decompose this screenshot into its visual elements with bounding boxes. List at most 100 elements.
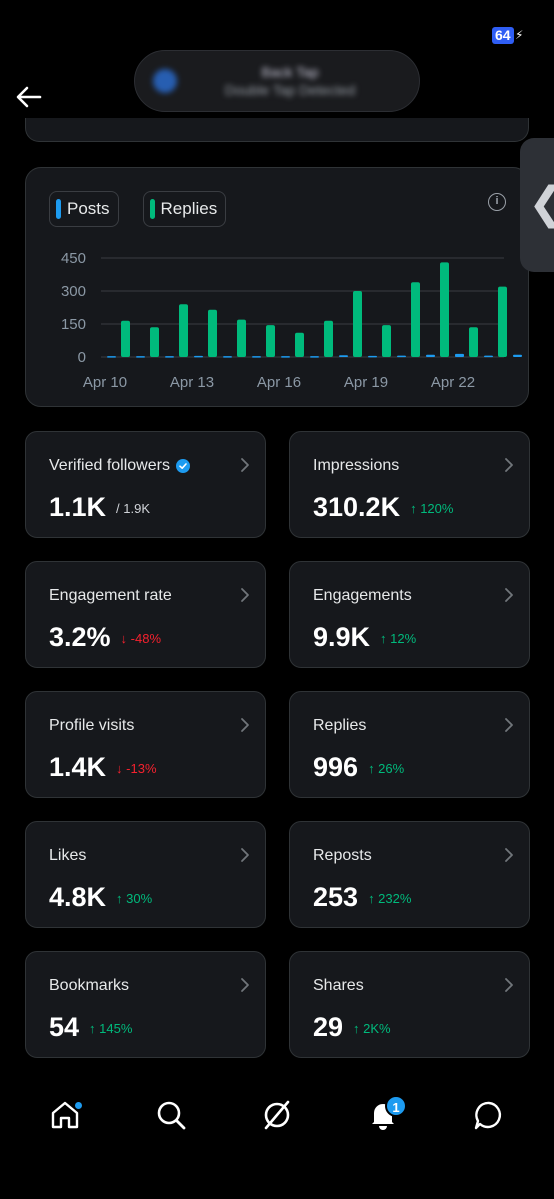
bar-replies[interactable] xyxy=(498,286,507,357)
stat-card-reposts[interactable]: Reposts 253 ↑ 232% xyxy=(289,821,530,928)
chevron-right-icon xyxy=(241,978,249,992)
stat-card-replies[interactable]: Replies 996 ↑ 26% xyxy=(289,691,530,798)
bar-replies[interactable] xyxy=(469,327,478,357)
nav-grok[interactable] xyxy=(255,1093,299,1137)
bar-posts[interactable] xyxy=(339,355,348,357)
stat-card-shares[interactable]: Shares 29 ↑ 2K% xyxy=(289,951,530,1058)
bar-replies[interactable] xyxy=(353,291,362,357)
bar-posts[interactable] xyxy=(310,356,319,358)
stat-value: 3.2% ↓ -48% xyxy=(49,622,161,653)
bar-posts[interactable] xyxy=(223,356,232,358)
stat-value-text: 1.1K xyxy=(49,492,107,522)
stat-label: Engagement rate xyxy=(49,587,172,605)
bar-posts[interactable] xyxy=(165,356,174,358)
grok-icon xyxy=(264,1100,290,1130)
home-unread-dot xyxy=(74,1101,83,1110)
stat-change: ↑ 2K% xyxy=(353,1021,391,1036)
bar-posts[interactable] xyxy=(513,354,522,357)
bar-replies[interactable] xyxy=(266,325,275,357)
bar-replies[interactable] xyxy=(237,319,246,357)
chevron-right-icon xyxy=(505,978,513,992)
stat-label-text: Reposts xyxy=(313,847,372,864)
stat-label: Reposts xyxy=(313,847,372,865)
app-icon xyxy=(153,69,177,93)
stat-card-likes[interactable]: Likes 4.8K ↑ 30% xyxy=(25,821,266,928)
y-tick-label: 150 xyxy=(61,316,86,333)
y-tick-label: 0 xyxy=(78,349,86,366)
legend-posts-label: Posts xyxy=(67,199,110,218)
bar-posts[interactable] xyxy=(252,356,261,358)
stat-value-text: 4.8K xyxy=(49,882,107,912)
bar-replies[interactable] xyxy=(382,325,391,357)
bar-replies[interactable] xyxy=(150,327,159,357)
bar-replies[interactable] xyxy=(440,262,449,357)
chevron-right-icon xyxy=(505,458,513,472)
nav-messages[interactable] xyxy=(467,1093,511,1137)
stat-change: ↑ 30% xyxy=(116,891,153,906)
bar-posts[interactable] xyxy=(368,355,377,358)
stat-change: / 1.9K xyxy=(116,501,151,516)
stat-label-text: Likes xyxy=(49,847,87,864)
legend-replies-label: Replies xyxy=(160,199,218,218)
stat-label: Shares xyxy=(313,977,364,995)
stat-label: Verified followers xyxy=(49,457,190,475)
bar-posts[interactable] xyxy=(107,356,116,358)
stat-card-verified-followers[interactable]: Verified followers 1.1K / 1.9K xyxy=(25,431,266,538)
bar-replies[interactable] xyxy=(411,282,420,357)
stat-card-impressions[interactable]: Impressions 310.2K ↑ 120% xyxy=(289,431,530,538)
stat-label: Engagements xyxy=(313,587,412,605)
stat-value-text: 9.9K xyxy=(313,622,371,652)
stat-label: Replies xyxy=(313,717,366,735)
bar-posts[interactable] xyxy=(397,355,406,358)
nav-notifications[interactable]: 1 xyxy=(361,1093,407,1137)
stat-card-bookmarks[interactable]: Bookmarks 54 ↑ 145% xyxy=(25,951,266,1058)
bar-posts[interactable] xyxy=(455,353,464,357)
x-tick-label: Apr 22 xyxy=(431,374,475,391)
stat-value: 310.2K ↑ 120% xyxy=(313,492,453,523)
chevron-right-icon xyxy=(241,588,249,602)
stat-value-text: 1.4K xyxy=(49,752,107,782)
previous-card-edge xyxy=(25,118,529,142)
stat-change: ↑ 232% xyxy=(368,891,412,906)
legend-posts[interactable]: Posts xyxy=(49,191,119,227)
bar-replies[interactable] xyxy=(208,309,217,357)
nav-search[interactable] xyxy=(149,1093,193,1137)
stat-value-text: 3.2% xyxy=(49,622,111,652)
chevron-right-icon xyxy=(505,718,513,732)
stat-value-text: 310.2K xyxy=(313,492,401,522)
replies-swatch xyxy=(149,199,155,219)
chevron-left-icon: ❮ xyxy=(528,178,554,229)
bar-posts[interactable] xyxy=(484,355,493,358)
pill-subtitle: Double Tap Detected xyxy=(224,82,356,98)
y-tick-label: 450 xyxy=(61,250,86,267)
y-tick-label: 300 xyxy=(61,283,86,300)
notification-pill[interactable]: Back Tap Double Tap Detected xyxy=(134,50,420,112)
stat-card-engagement-rate[interactable]: Engagement rate 3.2% ↓ -48% xyxy=(25,561,266,668)
bar-posts[interactable] xyxy=(136,356,145,358)
search-icon xyxy=(157,1101,186,1130)
stat-value: 253 ↑ 232% xyxy=(313,882,411,913)
bar-replies[interactable] xyxy=(295,332,304,357)
bar-replies[interactable] xyxy=(324,320,333,357)
stat-card-engagements[interactable]: Engagements 9.9K ↑ 12% xyxy=(289,561,530,668)
back-arrow-icon[interactable] xyxy=(14,82,44,112)
info-icon[interactable]: i xyxy=(488,193,506,211)
home-icon xyxy=(51,1101,79,1129)
stat-value: 1.4K ↓ -13% xyxy=(49,752,157,783)
notification-badge: 1 xyxy=(385,1095,407,1117)
legend-replies[interactable]: Replies xyxy=(142,191,227,227)
bar-posts[interactable] xyxy=(194,355,203,358)
stat-label-text: Engagement rate xyxy=(49,587,172,604)
bar-replies[interactable] xyxy=(121,320,130,357)
stat-card-profile-visits[interactable]: Profile visits 1.4K ↓ -13% xyxy=(25,691,266,798)
nav-home[interactable] xyxy=(43,1093,87,1137)
pill-title: Back Tap xyxy=(261,64,319,80)
bar-posts[interactable] xyxy=(281,356,290,358)
stat-value-text: 54 xyxy=(49,1012,80,1042)
x-tick-label: Apr 10 xyxy=(83,374,127,391)
bar-replies[interactable] xyxy=(179,304,188,357)
x-tick-label: Apr 19 xyxy=(344,374,388,391)
bar-posts[interactable] xyxy=(426,354,435,357)
side-panel-handle[interactable]: ❮ xyxy=(520,138,554,272)
stat-value-text: 253 xyxy=(313,882,359,912)
